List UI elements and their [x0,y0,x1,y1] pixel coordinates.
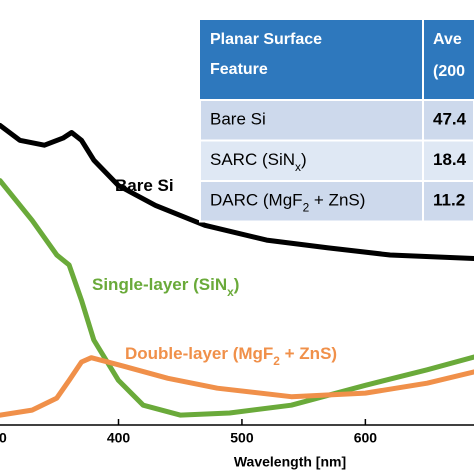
table-header-bg [200,20,474,100]
series-label-sub: 2 [273,354,280,368]
table-header-text: Ave [433,31,462,48]
series-label: Single-layer (SiNx) [92,275,239,299]
data-line [0,355,474,418]
table-cell-part: Bare Si [210,110,266,129]
table-cell-part: + ZnS) [309,191,365,210]
x-tick-label: 600 [354,430,378,446]
table-cell: SARC (SiNx) [210,150,307,174]
table-row-bg [199,139,474,182]
table-header-text: Feature [210,61,268,78]
data-line [0,122,474,261]
x-tick-label: 400 [107,430,131,446]
series-label-part: ) [234,275,240,294]
table-cell-part: DARC (MgF [210,191,303,210]
table-cell-part: ) [301,150,307,169]
table-cell: Bare Si [210,110,266,129]
table-header-text-part: (200 [433,63,465,80]
table-cell-sub: 2 [303,200,310,214]
table-cell-part: SARC (SiN [210,150,295,169]
table-header-text-part: Planar Surface [210,31,322,48]
x-axis-label: Wavelength [nm] [234,454,346,470]
series-label-part: Bare Si [115,176,174,195]
series-label: Double-layer (MgF2 + ZnS) [125,344,337,368]
series-label-part: Single-layer (SiN [92,275,227,294]
table-header-text: Planar Surface [210,31,322,48]
series-label-part: + ZnS) [280,344,337,363]
table-cell: 18.4 [433,150,467,169]
table-cell: 47.4 [433,110,467,129]
table-cell: DARC (MgF2 + ZnS) [210,191,365,215]
table-cell-sub: x [295,160,301,174]
series-label-part: Double-layer (MgF [125,344,273,363]
series-label-sub: x [227,285,234,299]
series-label: Bare Si [115,176,174,195]
data-line [0,178,474,418]
x-tick-label: 500 [230,430,254,446]
table-header-text-part: Ave [433,31,462,48]
table-cell-part: 47.4 [433,110,467,129]
table-cell-part: 18.4 [433,150,467,169]
table-cell-part: 11.2 [433,191,465,210]
x-tick-label: 300 [0,430,7,446]
table-header-text: (200 [433,63,465,80]
table-row-bg [199,99,474,142]
table-row-bg [199,180,474,223]
table-header-text-part: Feature [210,61,268,78]
table-cell: 11.2 [433,191,465,210]
